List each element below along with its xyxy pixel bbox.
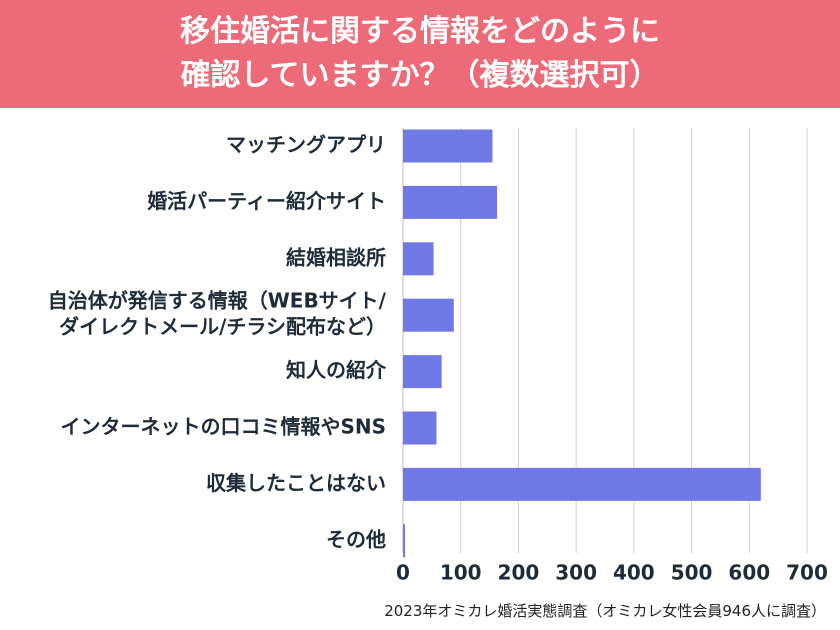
- chart-title-line-1: 移住婚活に関する情報をどのように: [180, 14, 660, 49]
- source-note: 2023年オミカレ婚活実態調査（オミカレ女性会員946人に調査）: [384, 602, 826, 620]
- bar: [403, 524, 405, 558]
- category-label: 婚活パーティー紹介サイト: [147, 189, 386, 213]
- category-label: その他: [326, 527, 386, 551]
- category-label: 結婚相談所: [286, 245, 386, 269]
- chart-title-line-2: 確認していますか？（複数選択可）: [180, 58, 660, 93]
- x-tick-label: 300: [555, 561, 597, 585]
- x-tick-label: 500: [671, 561, 713, 585]
- category-label: ダイレクトメール/チラシ配布など）: [59, 315, 386, 339]
- category-label: マッチングアプリ: [226, 133, 386, 157]
- x-tick-label: 100: [440, 561, 482, 585]
- bar: [403, 411, 437, 445]
- bar: [403, 185, 498, 219]
- x-tick-label: 700: [786, 561, 828, 585]
- x-tick-label: 600: [728, 561, 770, 585]
- x-tick-label: 200: [498, 561, 540, 585]
- category-label: インターネットの口コミ情報やSNS: [60, 415, 386, 439]
- bar-chart: マッチングアプリ婚活パーティー紹介サイト結婚相談所自治体が発信する情報（WEBサ…: [48, 128, 828, 585]
- category-label: 知人の紹介: [286, 358, 387, 382]
- bar: [403, 129, 493, 163]
- bar: [403, 298, 454, 332]
- x-tick-label: 400: [613, 561, 655, 585]
- title-banner: 移住婚活に関する情報をどのように 確認していますか？（複数選択可）: [0, 0, 840, 108]
- bar: [403, 355, 442, 389]
- category-label: 収集したことはない: [206, 471, 386, 495]
- category-label: 自治体が発信する情報（WEBサイト/: [48, 289, 387, 313]
- bar: [403, 467, 761, 501]
- bar: [403, 242, 434, 276]
- x-tick-label: 0: [396, 561, 410, 585]
